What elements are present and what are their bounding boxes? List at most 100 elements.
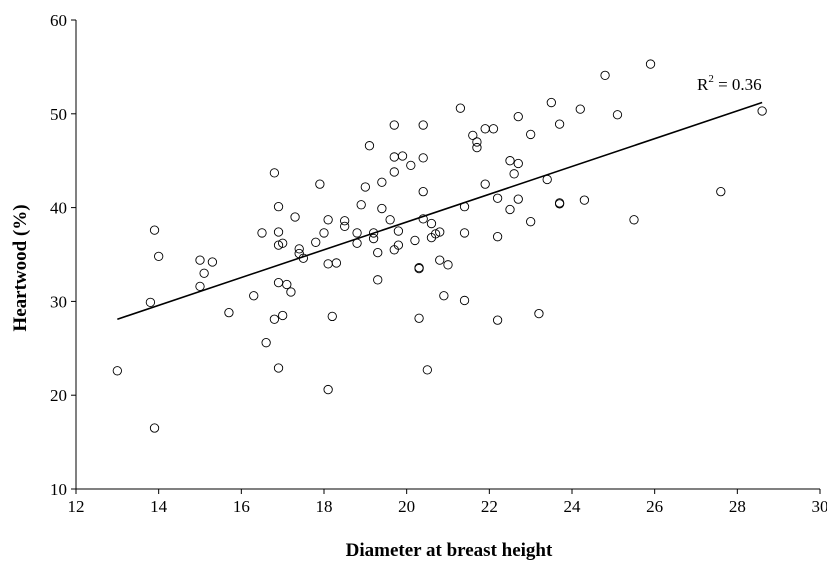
- data-point: [273, 227, 284, 237]
- data-point: [273, 363, 284, 373]
- data-point: [273, 277, 284, 288]
- x-tick-label: 22: [481, 497, 498, 516]
- x-tick-label: 16: [233, 497, 250, 516]
- data-point: [389, 152, 399, 162]
- data-point: [294, 244, 304, 254]
- data-point: [364, 141, 375, 151]
- data-point: [269, 314, 280, 324]
- data-point: [368, 228, 379, 238]
- data-point: [257, 228, 267, 238]
- y-tick-label: 30: [50, 292, 67, 311]
- data-point: [526, 129, 536, 140]
- data-point: [319, 228, 329, 238]
- data-point: [645, 59, 656, 69]
- x-tick-label: 12: [68, 497, 85, 516]
- data-point: [546, 97, 556, 108]
- data-point: [418, 187, 428, 197]
- data-point: [149, 423, 160, 433]
- data-point: [377, 203, 387, 214]
- x-axis-title: Diameter at breast height: [346, 540, 553, 561]
- x-tick-label: 28: [729, 497, 746, 516]
- data-point: [273, 240, 284, 250]
- data-point: [459, 228, 470, 238]
- data-point: [509, 169, 519, 179]
- data-point: [526, 217, 536, 227]
- data-point: [207, 257, 218, 267]
- x-tick-label: 26: [646, 497, 663, 516]
- data-point: [492, 232, 503, 242]
- y-tick-label: 40: [50, 199, 67, 218]
- data-point: [352, 238, 362, 248]
- data-point: [290, 212, 300, 222]
- data-point: [373, 275, 383, 285]
- data-point: [459, 295, 470, 306]
- data-point: [513, 158, 523, 169]
- data-point: [410, 235, 420, 246]
- data-point: [418, 214, 428, 224]
- x-tick-label: 18: [316, 497, 333, 516]
- data-point: [340, 221, 350, 232]
- data-point: [757, 106, 767, 116]
- data-point: [459, 202, 470, 212]
- data-point: [385, 215, 395, 225]
- data-point: [368, 233, 379, 244]
- data-point: [455, 103, 466, 113]
- data-point: [393, 240, 404, 250]
- data-point: [505, 156, 515, 166]
- data-point: [389, 120, 399, 130]
- data-point: [629, 215, 639, 225]
- data-point: [488, 124, 499, 134]
- data-point: [612, 110, 623, 120]
- data-point: [575, 104, 585, 114]
- y-tick-label: 10: [50, 480, 67, 499]
- data-point: [600, 70, 610, 80]
- data-point: [323, 384, 333, 395]
- y-tick-label: 60: [50, 11, 67, 30]
- data-point: [435, 255, 445, 265]
- data-point: [195, 255, 205, 265]
- data-point: [311, 237, 321, 247]
- data-point: [323, 259, 333, 269]
- data-point: [286, 287, 296, 297]
- data-point: [315, 179, 325, 189]
- data-point: [716, 187, 726, 197]
- x-tick-label: 30: [812, 497, 827, 516]
- data-point: [323, 215, 333, 225]
- data-point: [377, 177, 387, 187]
- x-tick-label: 24: [564, 497, 582, 516]
- data-point: [249, 291, 259, 301]
- data-point: [492, 315, 503, 325]
- data-point: [360, 182, 370, 192]
- data-point: [443, 260, 453, 270]
- data-point: [397, 151, 408, 161]
- data-point: [393, 226, 404, 236]
- data-point: [554, 119, 565, 129]
- data-point: [278, 238, 288, 248]
- data-point: [195, 281, 205, 292]
- trend-line: [117, 101, 763, 320]
- data-point: [199, 268, 209, 278]
- data-point: [492, 193, 503, 203]
- data-point: [224, 308, 234, 318]
- x-tick-label: 20: [398, 497, 415, 516]
- data-point: [112, 366, 122, 376]
- data-point: [298, 253, 308, 263]
- y-tick-label: 20: [50, 386, 67, 405]
- r-squared-annotation: R2 = 0.36: [697, 73, 762, 94]
- data-point: [389, 167, 399, 177]
- data-point: [579, 195, 590, 205]
- y-axis-title: Heartwood (%): [10, 204, 31, 331]
- data-point: [352, 228, 362, 238]
- data-point: [414, 313, 424, 323]
- data-point: [327, 311, 337, 322]
- data-point: [472, 137, 482, 147]
- data-point: [282, 279, 292, 290]
- data-point: [278, 310, 288, 321]
- data-point: [414, 263, 424, 274]
- data-point: [331, 258, 342, 268]
- data-point: [373, 247, 383, 258]
- data-point: [554, 199, 565, 209]
- data-point: [273, 202, 284, 212]
- data-point: [269, 168, 280, 178]
- data-point: [418, 120, 428, 130]
